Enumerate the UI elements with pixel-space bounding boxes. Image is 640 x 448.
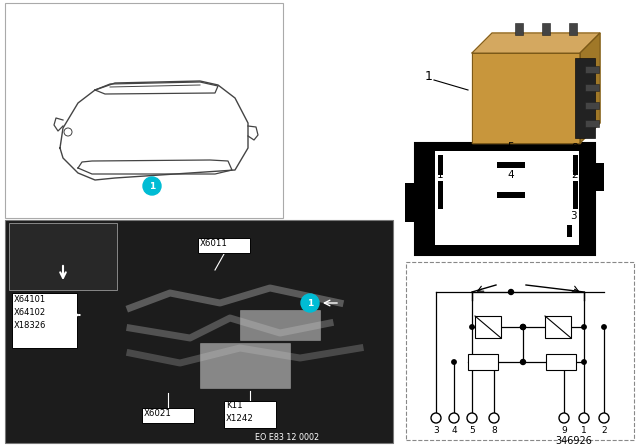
Bar bbox=[405, 183, 418, 222]
Bar bbox=[5, 3, 283, 218]
Bar bbox=[12, 293, 77, 348]
Circle shape bbox=[520, 324, 525, 329]
Polygon shape bbox=[472, 53, 580, 143]
Polygon shape bbox=[472, 33, 600, 53]
Circle shape bbox=[489, 413, 499, 423]
Circle shape bbox=[301, 294, 319, 312]
Text: 1: 1 bbox=[149, 181, 155, 190]
Text: 9: 9 bbox=[436, 143, 444, 153]
Bar bbox=[240, 310, 320, 340]
Text: X18326: X18326 bbox=[14, 321, 46, 330]
Circle shape bbox=[470, 360, 474, 364]
Text: 3: 3 bbox=[570, 211, 576, 221]
Circle shape bbox=[467, 413, 477, 423]
Bar bbox=[573, 181, 578, 209]
Text: 1: 1 bbox=[307, 298, 313, 307]
Circle shape bbox=[599, 413, 609, 423]
Bar bbox=[592, 163, 604, 191]
Bar bbox=[438, 181, 443, 209]
Bar bbox=[542, 23, 550, 35]
Text: K11: K11 bbox=[226, 401, 243, 410]
Circle shape bbox=[520, 359, 525, 365]
Text: 8: 8 bbox=[491, 426, 497, 435]
Text: X6021: X6021 bbox=[144, 409, 172, 418]
Bar bbox=[569, 23, 577, 35]
Circle shape bbox=[64, 128, 72, 136]
Text: 1: 1 bbox=[425, 70, 433, 83]
Bar bbox=[545, 316, 571, 338]
Text: X6011: X6011 bbox=[200, 239, 228, 248]
Text: 346926: 346926 bbox=[555, 436, 592, 446]
Text: 4: 4 bbox=[451, 426, 457, 435]
Bar bbox=[497, 192, 525, 198]
Text: X64101: X64101 bbox=[14, 295, 46, 304]
Text: 5: 5 bbox=[508, 142, 515, 152]
Bar bbox=[475, 316, 501, 338]
Bar bbox=[575, 58, 595, 138]
Bar bbox=[200, 343, 290, 388]
Bar bbox=[497, 162, 525, 168]
Circle shape bbox=[452, 360, 456, 364]
Text: 8: 8 bbox=[572, 143, 579, 153]
Text: 4: 4 bbox=[508, 170, 515, 180]
Polygon shape bbox=[580, 33, 600, 143]
Text: 9: 9 bbox=[561, 426, 567, 435]
Bar bbox=[546, 354, 576, 370]
Bar bbox=[224, 401, 276, 428]
Bar bbox=[415, 143, 595, 255]
Circle shape bbox=[449, 413, 459, 423]
Bar bbox=[435, 151, 579, 245]
Bar bbox=[9, 223, 117, 290]
Circle shape bbox=[602, 325, 606, 329]
Text: 2: 2 bbox=[601, 426, 607, 435]
Circle shape bbox=[582, 325, 586, 329]
Bar bbox=[142, 408, 194, 423]
Text: 5: 5 bbox=[469, 426, 475, 435]
Text: X1242: X1242 bbox=[226, 414, 254, 423]
Bar bbox=[585, 102, 599, 109]
Text: 1: 1 bbox=[436, 170, 444, 180]
Circle shape bbox=[143, 177, 161, 195]
Bar bbox=[573, 155, 578, 175]
Text: 2: 2 bbox=[572, 170, 579, 180]
Circle shape bbox=[562, 360, 566, 364]
Text: 3: 3 bbox=[433, 426, 439, 435]
Circle shape bbox=[492, 360, 496, 364]
Bar bbox=[468, 354, 498, 370]
Circle shape bbox=[509, 289, 513, 294]
Bar bbox=[515, 23, 523, 35]
Circle shape bbox=[579, 413, 589, 423]
Text: X64102: X64102 bbox=[14, 308, 46, 317]
Bar bbox=[585, 66, 599, 73]
Bar bbox=[438, 155, 443, 175]
Bar bbox=[198, 238, 250, 253]
Text: EO E83 12 0002: EO E83 12 0002 bbox=[255, 433, 319, 442]
Bar bbox=[585, 84, 599, 91]
Circle shape bbox=[470, 325, 474, 329]
Circle shape bbox=[431, 413, 441, 423]
Bar bbox=[5, 220, 393, 443]
Text: 1: 1 bbox=[581, 426, 587, 435]
Bar bbox=[406, 262, 634, 440]
Circle shape bbox=[559, 413, 569, 423]
Circle shape bbox=[582, 360, 586, 364]
Circle shape bbox=[520, 324, 525, 329]
Bar bbox=[567, 225, 572, 237]
Bar bbox=[585, 120, 599, 127]
